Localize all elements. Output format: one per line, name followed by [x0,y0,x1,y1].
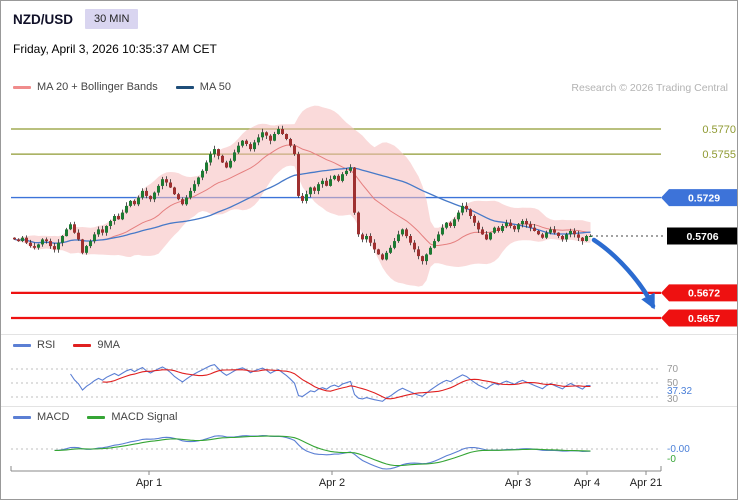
x-axis: Apr 1 Apr 2 Apr 3 Apr 4 Apr 21 [10,466,662,489]
macd-panel: -0.00-0 [11,435,690,470]
ma50-label: MA 50 [199,81,231,93]
price-level-tags: 0.5770 0.5755 0.5729 0.5706 0.5672 0.5657 [661,124,737,327]
macd-signal-label: MACD Signal [111,411,178,423]
legend-macd: MACD MACD Signal [13,411,177,423]
ma20-bollinger-label: MA 20 + Bollinger Bands [37,81,158,93]
macd-signal-swatch-icon [87,415,106,419]
rsi-9ma-swatch-icon [73,343,92,347]
timeframe-badge: 30 MIN [85,9,139,29]
svg-text:0.5657: 0.5657 [688,313,720,325]
rsi-swatch-icon [13,343,31,347]
svg-text:0.5672: 0.5672 [688,288,720,300]
svg-text:Apr 4: Apr 4 [574,477,600,489]
rsi-label: RSI [37,339,56,351]
svg-text:30: 30 [667,394,679,405]
svg-text:-0: -0 [667,454,676,465]
candlesticks [13,125,592,265]
ma20-bollinger-swatch-icon [13,85,31,89]
svg-text:70: 70 [667,364,679,375]
svg-text:Apr 2: Apr 2 [319,477,345,489]
research-credit: Research © 2026 Trading Central [571,82,728,94]
legend-item-ma20-bollinger: MA 20 + Bollinger Bands [13,81,158,93]
datetime-label: Friday, April 3, 2026 10:35:37 AM CET [13,42,217,56]
legend-item-macd-signal: MACD Signal [87,411,177,423]
macd-swatch-icon [13,415,31,419]
svg-text:0.5755: 0.5755 [702,149,736,161]
macd-label: MACD [37,411,70,423]
svg-text:Apr 21: Apr 21 [630,477,662,489]
forecast-arrow [591,237,656,310]
symbol-title: NZD/USD [13,12,73,27]
panel-separators [1,334,737,407]
legend-rsi: RSI 9MA [13,339,120,351]
ma50-swatch-icon [175,85,194,89]
svg-text:0.5770: 0.5770 [702,124,736,136]
svg-text:Apr 3: Apr 3 [505,477,531,489]
legend-item-9ma: 9MA [73,339,120,351]
svg-text:-0.00: -0.00 [667,444,690,455]
legend-main: MA 20 + Bollinger Bands MA 50 [13,81,231,93]
legend-item-rsi: RSI [13,339,55,351]
svg-text:0.5729: 0.5729 [688,192,720,204]
rsi-9ma-label: 9MA [97,339,120,351]
legend-item-ma50: MA 50 [175,81,231,93]
svg-text:Apr 1: Apr 1 [136,477,162,489]
legend-item-macd: MACD [13,411,69,423]
svg-text:50: 50 [667,378,679,389]
svg-text:37.32: 37.32 [667,386,692,397]
svg-text:0.5706: 0.5706 [686,231,718,243]
